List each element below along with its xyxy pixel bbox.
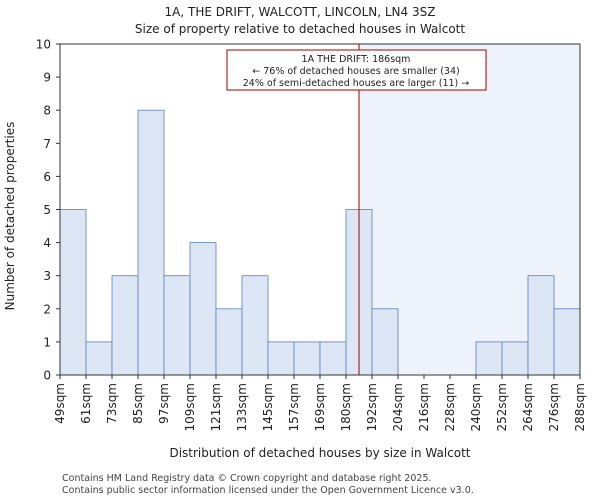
x-tick-label: 252sqm — [495, 383, 509, 431]
x-tick-label: 228sqm — [443, 383, 457, 431]
histogram-bar — [59, 209, 87, 376]
y-tick-label: 2 — [43, 302, 51, 316]
histogram-bar — [189, 242, 217, 376]
histogram-bar — [293, 341, 321, 376]
x-tick-label: 169sqm — [313, 383, 327, 431]
histogram-bar — [85, 341, 113, 376]
x-tick-label: 97sqm — [157, 383, 171, 424]
annotation-line-3: 24% of semi-detached houses are larger (… — [243, 78, 470, 89]
y-tick-label: 9 — [43, 71, 51, 85]
histogram-bar — [527, 275, 555, 376]
histogram-bar — [163, 275, 191, 376]
histogram-bar — [501, 341, 529, 376]
x-tick-label: 133sqm — [235, 383, 249, 431]
annotation-box: 1A THE DRIFT: 186sqm ← 76% of detached h… — [226, 49, 487, 91]
y-tick-label: 7 — [43, 137, 51, 151]
x-tick-label: 216sqm — [417, 383, 431, 431]
footer-line-1: Contains HM Land Registry data © Crown c… — [62, 473, 432, 484]
x-tick-label: 192sqm — [365, 383, 379, 431]
footer-line-2: Contains public sector information licen… — [62, 485, 474, 496]
y-tick-label: 8 — [43, 104, 51, 118]
x-tick-label: 145sqm — [261, 383, 275, 431]
x-tick-label: 73sqm — [105, 383, 119, 424]
x-tick-label: 85sqm — [131, 383, 145, 424]
y-tick-label: 1 — [43, 335, 51, 349]
y-tick-label: 5 — [43, 203, 51, 217]
y-tick-label: 0 — [43, 369, 51, 383]
x-tick-label: 157sqm — [287, 383, 301, 431]
x-axis-label: Distribution of detached houses by size … — [169, 446, 470, 460]
y-tick-label: 3 — [43, 269, 51, 283]
x-tick-label: 180sqm — [339, 383, 353, 431]
y-tick-label: 4 — [43, 236, 51, 250]
x-tick-label: 288sqm — [573, 383, 587, 431]
histogram-bar — [475, 341, 503, 376]
x-tick-label: 121sqm — [209, 383, 223, 431]
x-tick-label: 276sqm — [547, 383, 561, 431]
histogram-bar — [111, 275, 139, 376]
x-tick-label: 240sqm — [469, 383, 483, 431]
chart-title-line-2: Size of property relative to detached ho… — [135, 22, 465, 36]
y-tick-label: 6 — [43, 170, 51, 184]
x-tick-label: 61sqm — [79, 383, 93, 424]
histogram-bar — [241, 275, 269, 376]
x-tick-label: 109sqm — [183, 383, 197, 431]
annotation-line-2: ← 76% of detached houses are smaller (34… — [252, 66, 459, 77]
histogram-bar — [319, 341, 347, 376]
histogram-bar — [137, 109, 165, 376]
chart-title-line-1: 1A, THE DRIFT, WALCOTT, LINCOLN, LN4 3SZ — [165, 5, 436, 19]
x-tick-label: 204sqm — [391, 383, 405, 431]
histogram-bar — [371, 308, 399, 376]
histogram-bar — [553, 308, 581, 376]
y-tick-label: 10 — [36, 38, 51, 52]
annotation-line-1: 1A THE DRIFT: 186sqm — [302, 54, 411, 65]
y-axis-label: Number of detached properties — [3, 122, 17, 311]
histogram-bar — [215, 308, 243, 376]
annotation-box-frame — [226, 49, 487, 91]
x-tick-label: 49sqm — [53, 383, 67, 424]
x-tick-label: 264sqm — [521, 383, 535, 431]
histogram-chart: 0 1 2 3 4 5 6 7 8 9 10 49sqm 61sqm 73sqm 85sqm 97sqm 10… — [3, 5, 587, 460]
histogram-bar — [267, 341, 295, 376]
